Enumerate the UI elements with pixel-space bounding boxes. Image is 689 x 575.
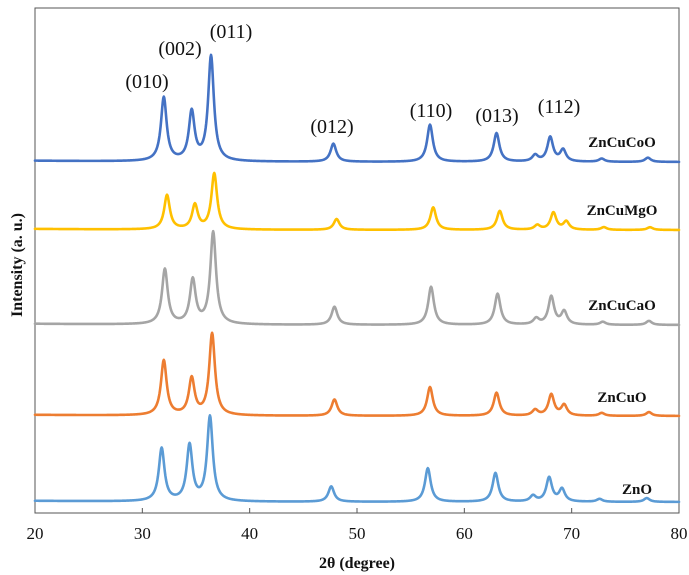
peak-label: (011) (210, 21, 253, 43)
peak-label: (010) (125, 71, 168, 93)
y-axis-title: Intensity (a. u.) (9, 213, 26, 317)
x-tick-label: 70 (563, 524, 580, 543)
peak-labels: (010) (002) (011) (012) (110) (013) (112) (125, 21, 580, 138)
series-line-zno (33, 414, 681, 504)
series-label-zncucoo: ZnCuCoO (588, 135, 656, 151)
x-tick-label: 60 (456, 524, 473, 543)
peak-label: (002) (158, 38, 201, 60)
peak-label: (110) (410, 100, 453, 122)
series-label-zno: ZnO (622, 482, 652, 498)
x-tick-label: 40 (241, 524, 258, 543)
series-label-zncumgo: ZnCuMgO (587, 203, 658, 219)
x-tick-label: 50 (349, 524, 366, 543)
series-label-zncucao: ZnCuCaO (588, 298, 656, 314)
series-line-zncucoo (33, 53, 681, 164)
series-line-zncuo (33, 331, 681, 418)
x-tick-label: 20 (27, 524, 44, 543)
x-axis-ticks: 20 30 40 50 60 70 80 (27, 508, 688, 543)
x-axis-title: 2θ (degree) (319, 555, 395, 572)
x-tick-label: 80 (671, 524, 688, 543)
peak-label: (012) (310, 116, 353, 138)
peak-label: (112) (538, 96, 581, 118)
series-line-zncumgo (33, 171, 681, 232)
x-tick-label: 30 (134, 524, 151, 543)
series-labels: ZnO ZnCuO ZnCuCaO ZnCuMgO ZnCuCoO (587, 135, 658, 498)
series-label-zncuo: ZnCuO (597, 390, 646, 406)
series-traces (33, 53, 681, 504)
series-line-zncucao (33, 229, 681, 327)
peak-label: (013) (475, 105, 518, 127)
